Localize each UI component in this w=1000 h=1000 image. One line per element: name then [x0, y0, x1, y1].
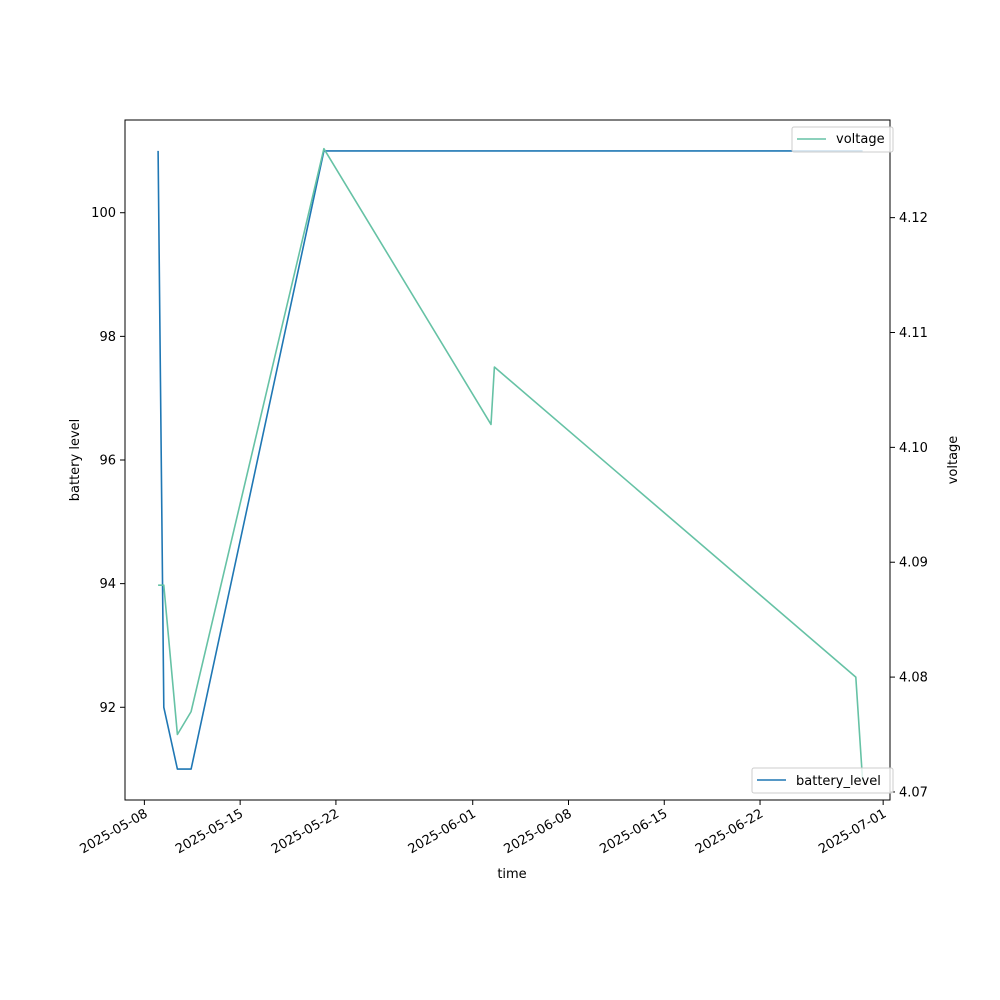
x-tick-label: 2025-07-01: [816, 806, 889, 857]
y-left-tick-label: 100: [91, 206, 116, 221]
y-axis-right-label: voltage: [946, 436, 961, 485]
y-left-tick-label: 94: [99, 577, 116, 592]
x-tick-label: 2025-06-08: [502, 806, 575, 857]
y-left-tick-label: 98: [99, 330, 116, 345]
x-tick-label: 2025-06-15: [597, 806, 670, 857]
y-axis-left: 92 94 96 98 100: [91, 206, 125, 716]
legend-voltage-box: [791, 126, 894, 153]
y-right-tick-label: 4.07: [899, 785, 928, 800]
y-right-tick-label: 4.10: [899, 441, 928, 456]
y-axis-left-label: battery level: [68, 419, 83, 502]
legend-voltage: voltage: [791, 126, 894, 153]
x-tick-label: 2025-05-15: [173, 806, 246, 857]
legend-battery-level-box: [751, 767, 894, 794]
series-layer: [157, 147, 864, 781]
x-tick-label: 2025-05-08: [77, 806, 150, 857]
y-right-tick-label: 4.12: [899, 211, 928, 226]
y-axis-right: 4.07 4.08 4.09 4.10 4.11 4.12: [890, 211, 928, 800]
x-tick-label: 2025-06-22: [693, 806, 766, 857]
plot-area: [125, 120, 890, 800]
y-left-tick-label: 96: [99, 454, 116, 469]
y-right-tick-label: 4.09: [899, 556, 928, 571]
legend-voltage-label: voltage: [836, 132, 885, 147]
x-axis-label: time: [497, 867, 526, 882]
y-right-tick-label: 4.08: [899, 671, 928, 686]
legend-battery-level-label: battery_level: [796, 774, 881, 789]
series-line-battery-level: [157, 150, 863, 770]
y-left-tick-label: 92: [99, 701, 116, 716]
series-line-voltage: [158, 147, 864, 781]
x-tick-label: 2025-05-22: [269, 806, 342, 857]
y-right-tick-label: 4.11: [899, 326, 928, 341]
x-tick-label: 2025-06-01: [406, 806, 479, 857]
x-axis: 2025-05-08 2025-05-15 2025-05-22 2025-06-01…: [77, 800, 889, 857]
legend-battery-level: battery_level: [751, 767, 894, 794]
